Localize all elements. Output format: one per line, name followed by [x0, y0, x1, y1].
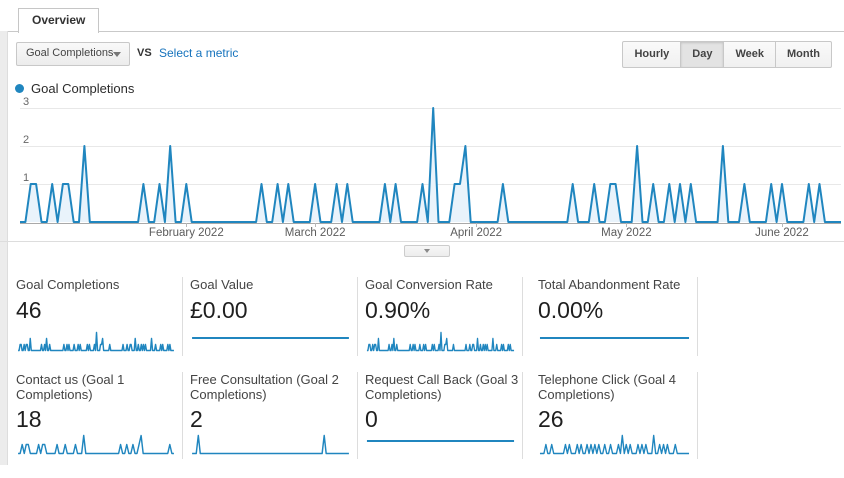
x-axis-tick [781, 223, 783, 227]
y-axis-tick-label: 1 [23, 172, 30, 184]
scorecard-label: Total Abandonment Rate [538, 277, 681, 292]
series-dot-icon [15, 84, 24, 93]
chart-bottom-divider [0, 241, 844, 242]
scorecard-label: Free Consultation (Goal 2 Completions) [190, 372, 339, 402]
granularity-day-button[interactable]: Day [680, 41, 725, 68]
metric-selector-value: Goal Completions [26, 47, 114, 59]
scorecard-label: Request Call Back (Goal 3 Completions) [365, 372, 519, 402]
scorecard-sparkline [539, 434, 690, 455]
card-divider [357, 372, 358, 459]
chart-series-area [20, 107, 841, 223]
scorecard-free-consultation-goal-2-completions: Free Consultation (Goal 2 Completions) 2 [190, 372, 357, 455]
card-divider [697, 372, 698, 459]
scorecard-value: £0.00 [190, 297, 248, 323]
chevron-down-icon [113, 52, 121, 57]
scorecard-sparkline [18, 331, 174, 352]
card-divider [182, 372, 183, 459]
scorecard-value: 0.90% [365, 297, 431, 323]
card-divider [182, 277, 183, 356]
scorecard-label: Contact us (Goal 1 Completions) [16, 372, 125, 402]
scorecard-goal-value: Goal Value £0.00 [190, 277, 357, 359]
scorecard-contact-us-goal-1-completions: Contact us (Goal 1 Completions) 18 [16, 372, 182, 455]
card-divider [697, 277, 698, 356]
y-axis-tick-label: 3 [23, 96, 30, 108]
scorecard-value: 2 [190, 406, 203, 432]
x-axis-month-label: April 2022 [450, 227, 503, 239]
metric-selector-dropdown[interactable]: Goal Completions [16, 42, 130, 66]
scorecard-sparkline [192, 337, 349, 339]
chevron-down-icon [424, 249, 430, 253]
y-axis-tick-label: 2 [23, 134, 30, 146]
x-axis-month-label: May 2022 [601, 227, 652, 239]
scorecard-sparkline [366, 331, 515, 352]
scorecard-request-call-back-goal-3-completions: Request Call Back (Goal 3 Completions) 0 [365, 372, 522, 454]
x-axis-month-label: June 2022 [755, 227, 809, 239]
x-axis-tick [626, 223, 628, 227]
x-axis-month-label: February 2022 [148, 227, 224, 239]
card-divider [522, 277, 523, 356]
scorecard-value: 18 [16, 406, 42, 432]
x-axis-month-label: March 2022 [284, 227, 346, 239]
granularity-button-group: Hourly Day Week Month [622, 41, 832, 68]
left-gutter [0, 31, 8, 465]
scorecard-sparkline [192, 434, 349, 455]
scorecard-goal-conversion-rate: Goal Conversion Rate 0.90% [365, 277, 522, 359]
scorecard-total-abandonment-rate: Total Abandonment Rate 0.00% [538, 277, 697, 359]
scorecard-value: 26 [538, 406, 564, 432]
chart-x-axis: February 2022 March 2022 April 2022 May 202… [20, 223, 841, 241]
scorecard-label: Goal Conversion Rate [365, 277, 493, 292]
card-divider [357, 277, 358, 356]
tab-overview[interactable]: Overview [18, 8, 100, 33]
scorecard-label: Telephone Click (Goal 4 Completions) [538, 372, 677, 402]
vs-label: VS [137, 47, 152, 59]
scorecard-value: 46 [16, 297, 42, 323]
scorecard-sparkline [539, 337, 690, 339]
scorecard-value: 0.00% [538, 297, 604, 323]
granularity-week-button[interactable]: Week [723, 41, 777, 68]
goal-completions-chart: 1 2 3 [20, 96, 841, 224]
card-divider [522, 372, 523, 459]
x-axis-tick [315, 223, 317, 227]
select-a-metric-link[interactable]: Select a metric [159, 46, 239, 60]
y-gridline [20, 108, 841, 109]
x-axis-tick [476, 223, 478, 227]
scorecard-sparkline [18, 434, 174, 455]
scorecard-value: 0 [365, 406, 378, 432]
granularity-hourly-button[interactable]: Hourly [622, 41, 682, 68]
tab-bar: Overview [7, 0, 844, 33]
legend-label: Goal Completions [31, 81, 135, 96]
scorecard-telephone-click-goal-4-completions: Telephone Click (Goal 4 Completions) 26 [538, 372, 697, 455]
chart-collapse-button[interactable] [404, 245, 450, 257]
scorecard-sparkline [366, 440, 515, 442]
scorecard-goal-completions: Goal Completions 46 [16, 277, 182, 359]
scorecard-label: Goal Completions [16, 277, 120, 292]
x-axis-tick [186, 223, 188, 227]
scorecard-label: Goal Value [190, 277, 254, 292]
granularity-month-button[interactable]: Month [775, 41, 832, 68]
